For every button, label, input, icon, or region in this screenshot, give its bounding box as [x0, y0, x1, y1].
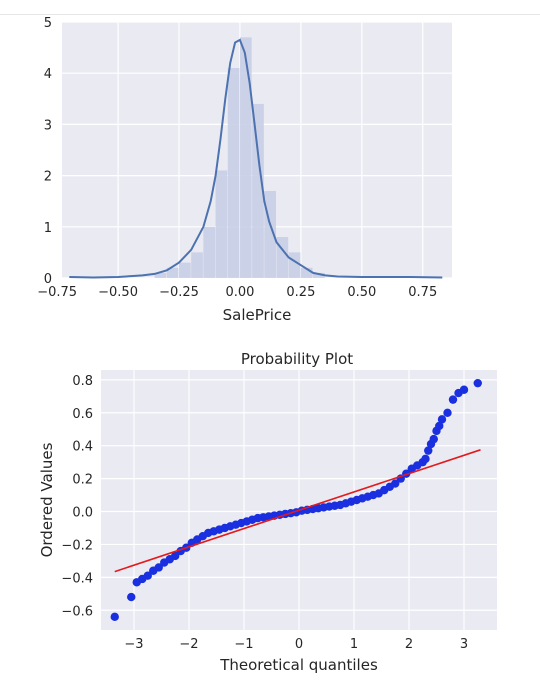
- scatter-point: [435, 421, 444, 431]
- histogram-bar: [264, 190, 276, 278]
- x-tick-labels: −0.75 −0.50 −0.25 0.00 0.25 0.50 0.75: [37, 285, 437, 300]
- scatter-point: [437, 415, 447, 424]
- y-tick-labels: −0.6 −0.4 −0.2 0.0 0.2 0.4 0.6 0.8: [61, 374, 93, 619]
- x-tick-labels: −3 −2 −1 0 1 2 3: [124, 637, 468, 652]
- x-tick-label: 0.75: [408, 285, 437, 300]
- histogram-bar: [300, 267, 313, 278]
- y-axis-label: Ordered Values: [38, 442, 56, 557]
- histogram-bar: [227, 68, 240, 278]
- x-axis-label: Theoretical quantiles: [219, 656, 378, 674]
- scatter-point: [391, 479, 400, 488]
- x-tick-label: −0.50: [98, 285, 138, 300]
- x-tick-label: 0.25: [286, 285, 315, 300]
- y-tick-labels: 0 1 2 3 4 5: [44, 16, 52, 287]
- scatter-point: [154, 563, 163, 572]
- x-tick-label: −0.75: [37, 285, 77, 300]
- y-tick-label: 0.2: [72, 473, 93, 488]
- scatter-points: [110, 378, 482, 622]
- y-tick-label: 0.4: [72, 440, 93, 455]
- y-tick-label: 0: [44, 272, 52, 287]
- x-tick-label: 3: [460, 637, 468, 652]
- scatter-point: [459, 385, 469, 394]
- histogram-bar: [215, 170, 228, 278]
- x-tick-label: −2: [179, 637, 198, 652]
- histogram-bar: [252, 103, 264, 278]
- scatter-point: [171, 551, 180, 561]
- y-tick-label: 2: [44, 170, 52, 185]
- x-tick-label: 0: [295, 637, 303, 652]
- y-tick-label: 0.8: [72, 374, 93, 389]
- fit-line: [114, 449, 481, 573]
- y-tick-label: 3: [44, 118, 52, 133]
- y-tick-label: −0.6: [61, 604, 93, 619]
- histogram-bar: [154, 272, 167, 278]
- histogram-bar: [239, 37, 252, 278]
- x-tick-label: −1: [234, 637, 253, 652]
- scatter-point: [127, 592, 136, 602]
- saleprice-distribution-chart: −0.75 −0.50 −0.25 0.00 0.25 0.50 0.75 0 1 2 3 4 5 S…: [37, 16, 452, 324]
- histogram-bar: [276, 237, 289, 278]
- x-tick-label: 0.00: [225, 285, 254, 300]
- histogram-bar: [288, 252, 301, 278]
- scatter-point: [448, 395, 458, 404]
- y-tick-label: 5: [44, 16, 52, 31]
- probability-plot-chart: Probability Plot −3 −2 −1 0 1 2 3 −0.6 −0.4 −0.2…: [38, 350, 497, 674]
- scatter-point: [429, 434, 438, 444]
- scatter-point: [424, 446, 433, 455]
- x-tick-label: 2: [405, 637, 413, 652]
- y-tick-label: 0.6: [72, 407, 93, 422]
- kde-curve: [69, 38, 443, 279]
- y-tick-label: 4: [44, 67, 52, 82]
- x-tick-label: −0.25: [159, 285, 199, 300]
- histogram-bar: [166, 267, 179, 278]
- histogram-bars: [154, 37, 325, 278]
- y-tick-label: −0.2: [61, 538, 93, 553]
- scatter-point: [110, 612, 119, 622]
- chart-title: Probability Plot: [241, 350, 353, 368]
- scatter-point: [143, 571, 152, 580]
- histogram-bar: [179, 262, 191, 278]
- scatter-point: [421, 454, 430, 464]
- page-top-border: [0, 0, 540, 15]
- histogram-bar: [203, 226, 216, 278]
- x-tick-label: −3: [124, 637, 143, 652]
- scatter-point: [473, 378, 482, 388]
- y-tick-label: −0.4: [61, 571, 93, 586]
- y-tick-label: 0.0: [72, 506, 93, 521]
- histogram-bar: [191, 252, 203, 278]
- x-axis-label: SalePrice: [223, 306, 292, 324]
- histogram-bar: [313, 272, 325, 278]
- x-tick-label: 1: [350, 637, 358, 652]
- y-tick-label: 1: [44, 221, 52, 236]
- x-tick-label: 0.50: [347, 285, 376, 300]
- scatter-point: [443, 408, 452, 417]
